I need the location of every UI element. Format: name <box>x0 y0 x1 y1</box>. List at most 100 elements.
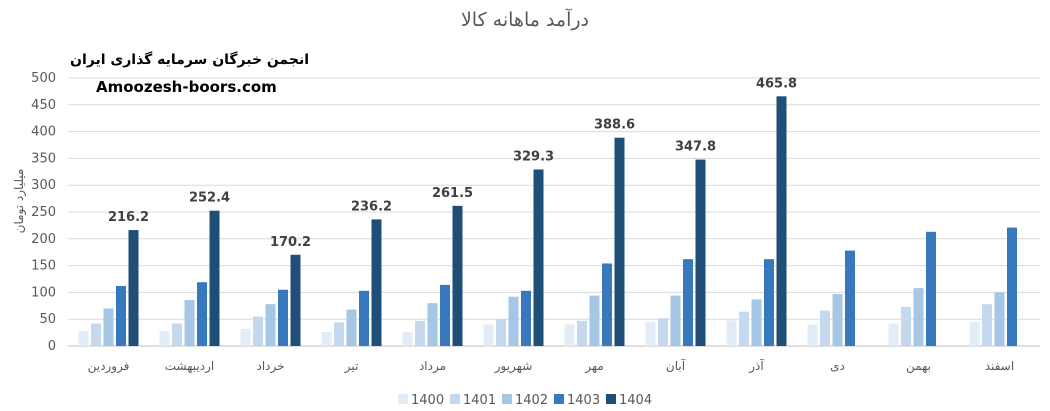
bar-1401 <box>820 310 830 346</box>
bar-1404 <box>371 219 382 346</box>
x-tick-label: بهمن <box>906 359 931 374</box>
bar-1402 <box>670 295 681 346</box>
bar-1403 <box>359 290 369 346</box>
legend-swatch-1402 <box>502 394 512 404</box>
bar-1401 <box>658 318 668 346</box>
data-label: 465.8 <box>756 76 797 91</box>
bar-1401 <box>172 323 182 346</box>
bar-1402 <box>103 308 114 346</box>
bar-1400 <box>159 330 170 346</box>
y-tick-label: 500 <box>31 71 56 86</box>
bar-1401 <box>901 306 911 346</box>
y-tick-label: 300 <box>31 178 56 193</box>
legend-label: 1404 <box>619 393 652 408</box>
bar-1400 <box>969 321 980 346</box>
data-label: 329.3 <box>513 149 554 164</box>
bar-1404 <box>695 159 706 346</box>
x-tick-label: آبان <box>666 358 686 373</box>
bar-1400 <box>645 321 656 346</box>
x-tick-label: خرداد <box>256 359 284 374</box>
bar-1400 <box>402 332 413 346</box>
bar-1400 <box>78 330 89 346</box>
watermark-org: انجمن خبرگان سرمایه گذاری ایران <box>70 52 310 68</box>
data-label: 261.5 <box>432 186 473 201</box>
y-tick-label: 400 <box>31 125 56 140</box>
bar-1400 <box>726 320 737 346</box>
data-label: 170.2 <box>270 235 311 250</box>
chart-title: درآمد ماهانه کالا <box>460 9 590 31</box>
data-label: 236.2 <box>351 199 392 214</box>
data-label: 347.8 <box>675 140 716 155</box>
bar-1404 <box>776 96 787 346</box>
bar-1402 <box>994 292 1005 346</box>
bar-1403 <box>278 289 288 346</box>
y-tick-label: 350 <box>31 151 56 166</box>
bar-1404 <box>533 169 544 346</box>
y-tick-label: 50 <box>39 312 56 327</box>
bar-1404 <box>452 205 463 346</box>
bar-1403 <box>764 259 774 346</box>
bar-1402 <box>346 309 357 346</box>
bar-1400 <box>807 324 818 346</box>
x-tick-label: اردیبهشت <box>165 359 214 374</box>
y-tick-label: 0 <box>48 339 56 354</box>
bar-1403 <box>440 284 450 346</box>
bar-1401 <box>982 304 992 346</box>
bar-1402 <box>913 288 924 346</box>
bar-1400 <box>564 324 575 346</box>
x-tick-label: تیر <box>344 359 359 374</box>
legend-swatch-1404 <box>606 394 616 404</box>
x-tick-label: مهر <box>584 359 604 374</box>
data-label: 388.6 <box>594 118 635 133</box>
bar-1402 <box>589 295 600 346</box>
bar-1401 <box>496 319 506 346</box>
legend-swatch-1401 <box>450 394 460 404</box>
bar-1403 <box>683 259 693 346</box>
x-tick-label: شهریور <box>494 359 533 374</box>
y-tick-label: 150 <box>31 259 56 274</box>
bar-1400 <box>888 323 899 346</box>
legend-label: 1403 <box>567 393 600 408</box>
bar-1404 <box>614 137 625 346</box>
bar-1403 <box>197 282 207 346</box>
bar-1403 <box>602 263 612 346</box>
bar-1403 <box>926 231 936 346</box>
bar-1403 <box>521 290 531 346</box>
bar-1402 <box>508 296 519 346</box>
bar-1401 <box>334 322 344 346</box>
bar-1403 <box>116 285 126 346</box>
x-tick-label: آذر <box>748 358 764 374</box>
y-tick-label: 450 <box>31 98 56 113</box>
data-label: 252.4 <box>189 191 230 206</box>
y-tick-label: 100 <box>31 285 56 300</box>
x-tick-label: مرداد <box>419 359 446 374</box>
y-tick-label: 250 <box>31 205 56 220</box>
bar-1403 <box>845 250 855 346</box>
bar-1400 <box>483 324 494 346</box>
bar-1402 <box>265 304 276 346</box>
bar-1404 <box>128 230 139 346</box>
legend-label: 1401 <box>463 393 496 408</box>
bar-1401 <box>739 311 749 346</box>
watermark-site: Amoozesh-boors.com <box>96 78 277 96</box>
bar-1400 <box>240 328 251 346</box>
bar-1400 <box>321 332 332 346</box>
bar-1404 <box>209 210 220 346</box>
bar-1401 <box>415 320 425 346</box>
x-tick-label: اسفند <box>985 359 1014 373</box>
legend-label: 1402 <box>515 393 548 408</box>
bar-1404 <box>290 254 301 346</box>
y-tick-label: 200 <box>31 232 56 247</box>
data-label: 216.2 <box>108 210 149 225</box>
bar-1402 <box>427 303 438 346</box>
bar-1402 <box>832 294 843 346</box>
bar-1402 <box>184 299 195 346</box>
legend-label: 1400 <box>411 393 444 408</box>
bar-1401 <box>91 323 101 346</box>
bar-1401 <box>253 316 263 346</box>
bar-1401 <box>577 320 587 346</box>
x-tick-label: فروردین <box>88 359 130 374</box>
x-tick-label: دی <box>830 359 845 373</box>
bar-1403 <box>1007 227 1017 346</box>
